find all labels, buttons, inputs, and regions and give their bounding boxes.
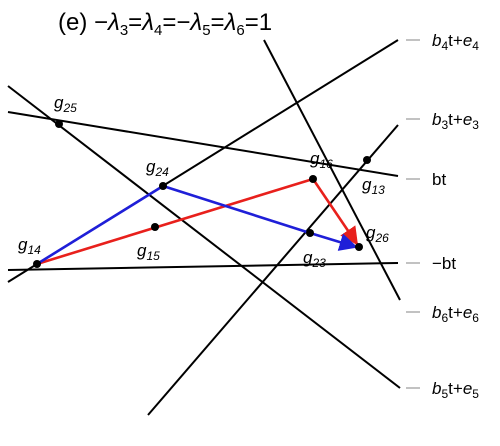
line-b3t-e3 xyxy=(147,124,399,416)
point-g14 xyxy=(33,260,41,268)
line-label-b5t-e5: b5t+e5 xyxy=(432,379,479,401)
line-labels: b4t+e4 b3t+e3 bt −bt b6t+e6 b5t+e5 xyxy=(432,31,479,401)
label-g13: g13 xyxy=(362,175,385,197)
line-label-bt: bt xyxy=(432,170,446,189)
point-labels: g25 g24 g16 g13 g15 g14 g23 g26 xyxy=(18,93,389,270)
label-g23: g23 xyxy=(303,248,326,270)
label-g16: g16 xyxy=(310,149,333,171)
line-label-b6t-e6: b6t+e6 xyxy=(432,303,479,325)
line-label-neg-bt: −bt xyxy=(432,254,456,273)
label-g25: g25 xyxy=(54,93,77,115)
line-neg-bt xyxy=(7,262,399,271)
label-g24: g24 xyxy=(146,157,169,179)
label-g26: g26 xyxy=(366,223,389,245)
blue-path xyxy=(36,184,358,266)
lines-group xyxy=(7,39,401,416)
point-g23 xyxy=(306,229,314,237)
red-segment-g14-g16 xyxy=(36,177,314,266)
point-g16 xyxy=(309,175,317,183)
label-leaders xyxy=(406,39,420,389)
red-arrow-g16-g26 xyxy=(311,178,359,246)
point-g15 xyxy=(151,223,159,231)
red-path xyxy=(36,177,359,266)
line-bt xyxy=(7,111,399,177)
label-g14: g14 xyxy=(18,235,41,257)
line-label-b4t-e4: b4t+e4 xyxy=(432,31,479,53)
line-label-b3t-e3: b3t+e3 xyxy=(432,110,479,132)
diagram-title: (e) −λ3=λ4=−λ5=λ6=1 xyxy=(58,9,272,39)
points-group xyxy=(33,120,371,268)
point-g13 xyxy=(363,156,371,164)
blue-arrow-g23-g26 xyxy=(309,231,358,251)
blue-segment-g24-g23 xyxy=(162,184,311,235)
line-b5t-e5 xyxy=(7,85,401,389)
label-g15: g15 xyxy=(137,241,160,263)
point-g26 xyxy=(355,243,363,251)
blue-segment-g14-g24 xyxy=(36,184,164,266)
point-g25 xyxy=(55,120,63,128)
line-b6t-e6 xyxy=(263,39,401,301)
point-g24 xyxy=(159,182,167,190)
